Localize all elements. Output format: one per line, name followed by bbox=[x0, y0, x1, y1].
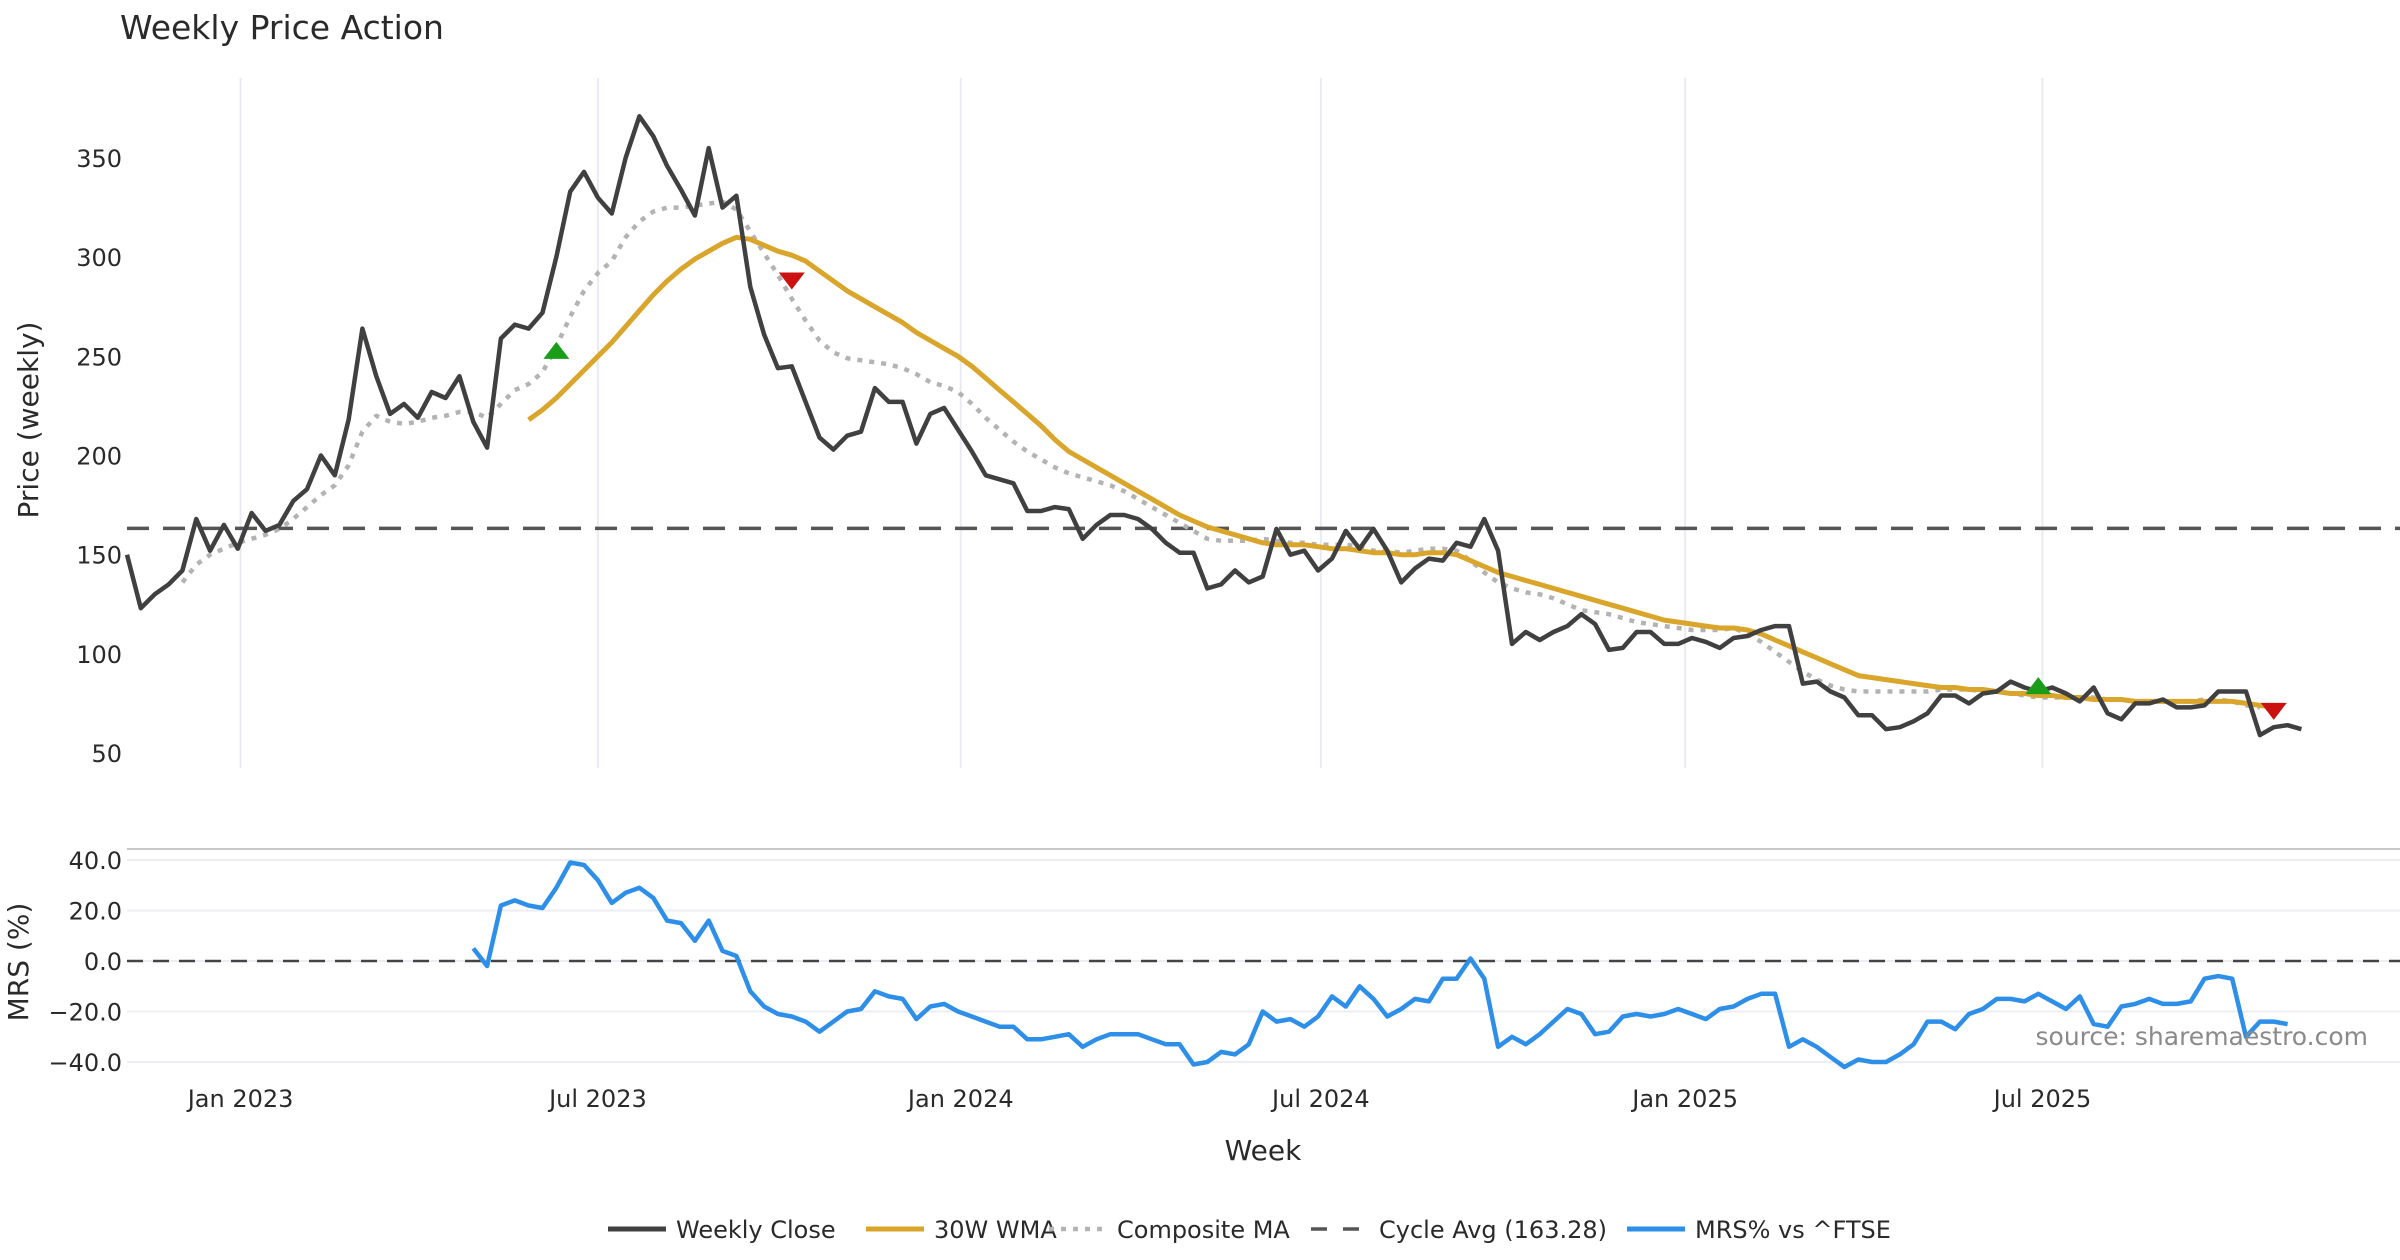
legend-item: Composite MA bbox=[1049, 1216, 1290, 1244]
price-gridlines bbox=[239, 78, 2044, 768]
x-axis-label: Week bbox=[1225, 1134, 1302, 1167]
price-y-ticks: 350 300 250 200 150 100 50 bbox=[76, 145, 122, 768]
sell-signal-triangle bbox=[778, 272, 805, 290]
legend: Weekly Close 30W WMA Composite MA Cycle Avg… bbox=[608, 1216, 1891, 1244]
mrs-y-ticks: 40.0 20.0 0.0 −20.0 −40.0 bbox=[48, 847, 122, 1077]
x-tick-label: Jul 2025 bbox=[1992, 1085, 2092, 1113]
series-mrs-vs-ftse bbox=[471, 860, 2289, 1070]
price-y-tick-label: 150 bbox=[76, 542, 122, 570]
price-panel: 350 300 250 200 150 100 50 Price (weekly) bbox=[12, 78, 2400, 768]
mrs-y-tick-label: −40.0 bbox=[48, 1049, 122, 1077]
price-y-axis-label: Price (weekly) bbox=[12, 322, 45, 519]
chart-title: Weekly Price Action bbox=[120, 8, 444, 47]
sell-signal-triangle bbox=[2260, 702, 2287, 720]
series-30w-wma bbox=[527, 234, 2275, 710]
legend-label: MRS% vs ^FTSE bbox=[1695, 1216, 1891, 1244]
source-watermark: source: sharemaestro.com bbox=[2036, 1022, 2369, 1051]
legend-label: 30W WMA bbox=[934, 1216, 1057, 1244]
mrs-y-tick-label: −20.0 bbox=[48, 999, 122, 1027]
price-series bbox=[124, 114, 2303, 738]
mrs-y-tick-label: 40.0 bbox=[69, 847, 122, 875]
x-axis-ticks: Jan 2023 Jul 2023 Jan 2024 Jul 2024 Jan 2025… bbox=[186, 1085, 2092, 1113]
mrs-y-tick-label: 20.0 bbox=[69, 898, 122, 926]
legend-label: Weekly Close bbox=[676, 1216, 836, 1244]
mrs-y-tick-label: 0.0 bbox=[84, 948, 122, 976]
price-y-tick-label: 50 bbox=[91, 740, 122, 768]
price-y-tick-label: 350 bbox=[76, 145, 122, 173]
price-y-tick-label: 200 bbox=[76, 443, 122, 471]
legend-item: 30W WMA bbox=[866, 1216, 1057, 1244]
buy-signal-triangle bbox=[543, 341, 570, 359]
x-tick-label: Jul 2023 bbox=[547, 1085, 647, 1113]
x-tick-label: Jan 2024 bbox=[906, 1085, 1014, 1113]
series-weekly-close bbox=[124, 114, 2303, 738]
legend-item: Cycle Avg (163.28) bbox=[1311, 1216, 1607, 1244]
x-tick-label: Jul 2024 bbox=[1270, 1085, 1370, 1113]
buy-signal-triangle bbox=[2025, 677, 2052, 695]
price-y-tick-label: 250 bbox=[76, 343, 122, 371]
legend-label: Composite MA bbox=[1117, 1216, 1290, 1244]
mrs-series bbox=[471, 860, 2289, 1070]
mrs-panel: 40.0 20.0 0.0 −20.0 −40.0 MRS (%) source: sh… bbox=[2, 847, 2400, 1077]
mrs-y-axis-label: MRS (%) bbox=[2, 903, 35, 1022]
legend-item: Weekly Close bbox=[608, 1216, 836, 1244]
legend-item: MRS% vs ^FTSE bbox=[1627, 1216, 1891, 1244]
x-tick-label: Jan 2023 bbox=[186, 1085, 294, 1113]
series-composite-ma bbox=[180, 199, 2261, 710]
signal-markers bbox=[543, 272, 2287, 720]
legend-label: Cycle Avg (163.28) bbox=[1379, 1216, 1607, 1244]
x-tick-label: Jan 2025 bbox=[1630, 1085, 1738, 1113]
price-y-tick-label: 100 bbox=[76, 641, 122, 669]
price-y-tick-label: 300 bbox=[76, 244, 122, 272]
